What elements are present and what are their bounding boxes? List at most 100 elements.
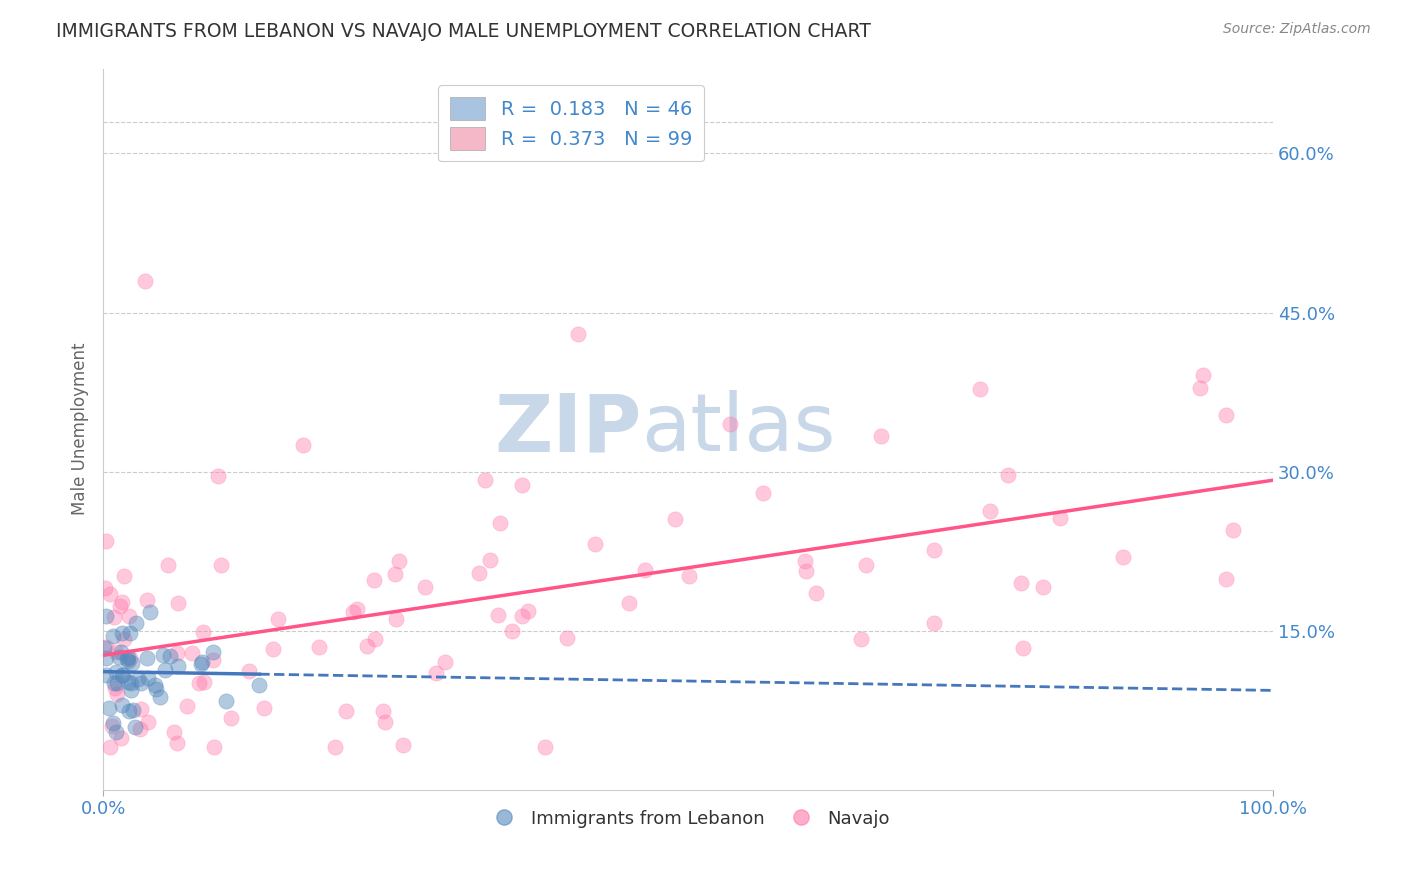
Point	[201, 645, 224, 659]
Point	[149, 690, 172, 704]
Point	[363, 573, 385, 587]
Point	[166, 736, 188, 750]
Point	[152, 648, 174, 662]
Point	[129, 702, 152, 716]
Point	[104, 681, 127, 696]
Point	[125, 615, 148, 630]
Point	[128, 722, 150, 736]
Point	[94, 640, 117, 654]
Point	[474, 473, 496, 487]
Point	[364, 632, 387, 646]
Point	[110, 731, 132, 745]
Point	[94, 668, 117, 682]
Point	[122, 703, 145, 717]
Point	[870, 429, 893, 443]
Point	[101, 629, 124, 643]
Point	[356, 639, 378, 653]
Point	[392, 738, 415, 752]
Point	[111, 667, 134, 681]
Point	[190, 657, 212, 671]
Point	[516, 604, 538, 618]
Legend: Immigrants from Lebanon, Navajo: Immigrants from Lebanon, Navajo	[478, 803, 897, 835]
Point	[510, 609, 533, 624]
Point	[385, 612, 408, 626]
Point	[1215, 572, 1237, 586]
Text: ZIP: ZIP	[494, 390, 641, 468]
Point	[193, 674, 215, 689]
Point	[247, 678, 270, 692]
Point	[849, 632, 872, 647]
Point	[922, 615, 945, 630]
Point	[266, 611, 288, 625]
Point	[117, 649, 139, 664]
Point	[374, 715, 396, 730]
Point	[1191, 368, 1213, 383]
Point	[806, 586, 828, 600]
Point	[166, 659, 188, 673]
Point	[567, 326, 589, 341]
Point	[1049, 511, 1071, 525]
Point	[425, 666, 447, 681]
Point	[323, 740, 346, 755]
Point	[794, 554, 817, 568]
Point	[384, 567, 406, 582]
Point	[118, 625, 141, 640]
Point	[105, 676, 128, 690]
Point	[238, 664, 260, 678]
Point	[202, 740, 225, 755]
Point	[101, 716, 124, 731]
Point	[1032, 580, 1054, 594]
Point	[718, 417, 741, 431]
Point	[979, 504, 1001, 518]
Point	[117, 674, 139, 689]
Point	[191, 624, 214, 639]
Point	[855, 558, 877, 573]
Point	[583, 537, 606, 551]
Point	[1215, 408, 1237, 422]
Point	[136, 592, 159, 607]
Point	[253, 701, 276, 715]
Point	[107, 650, 129, 665]
Point	[478, 552, 501, 566]
Point	[997, 467, 1019, 482]
Point	[112, 632, 135, 647]
Point	[1222, 524, 1244, 538]
Point	[96, 533, 118, 548]
Point	[121, 683, 143, 698]
Point	[105, 725, 128, 739]
Point	[136, 715, 159, 730]
Point	[1010, 576, 1032, 591]
Point	[166, 646, 188, 660]
Point	[664, 512, 686, 526]
Point	[153, 663, 176, 677]
Text: IMMIGRANTS FROM LEBANON VS NAVAJO MALE UNEMPLOYMENT CORRELATION CHART: IMMIGRANTS FROM LEBANON VS NAVAJO MALE U…	[56, 22, 872, 41]
Point	[115, 652, 138, 666]
Point	[221, 711, 243, 725]
Point	[617, 595, 640, 609]
Point	[388, 554, 411, 568]
Point	[105, 645, 128, 659]
Point	[127, 672, 149, 686]
Point	[342, 605, 364, 619]
Point	[969, 382, 991, 396]
Point	[110, 644, 132, 658]
Point	[751, 486, 773, 500]
Point	[486, 608, 509, 623]
Point	[98, 740, 121, 755]
Point	[136, 650, 159, 665]
Point	[1189, 381, 1212, 395]
Point	[156, 558, 179, 573]
Point	[433, 655, 456, 669]
Point	[1112, 549, 1135, 564]
Point	[121, 657, 143, 671]
Point	[98, 701, 121, 715]
Point	[96, 650, 118, 665]
Point	[124, 720, 146, 734]
Point	[145, 682, 167, 697]
Point	[176, 699, 198, 714]
Point	[138, 672, 160, 686]
Point	[120, 650, 142, 665]
Point	[634, 563, 657, 577]
Point	[413, 580, 436, 594]
Point	[207, 468, 229, 483]
